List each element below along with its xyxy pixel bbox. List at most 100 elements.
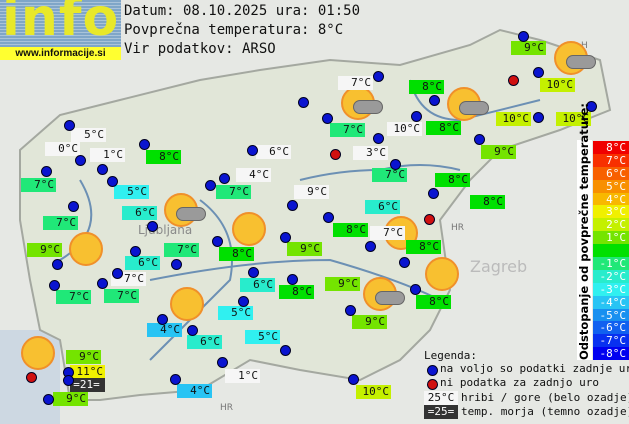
- station-dot-icon[interactable]: [287, 200, 298, 211]
- scale-row: 1°C: [593, 231, 629, 244]
- station-dot-icon[interactable]: [157, 314, 168, 325]
- station-dot-icon[interactable]: [474, 134, 485, 145]
- station-dot-icon[interactable]: [97, 164, 108, 175]
- temperature-label: 9°C: [294, 185, 329, 199]
- sun-icon: [425, 257, 459, 291]
- temperature-label: 8°C: [406, 240, 441, 254]
- scale-row: -3°C: [593, 282, 629, 296]
- site-url-link[interactable]: www.informacije.si: [0, 47, 121, 60]
- legend-title: Legenda:: [424, 349, 477, 362]
- station-dot-icon[interactable]: [212, 236, 223, 247]
- temperature-label: 9°C: [481, 145, 516, 159]
- station-missing-dot-icon[interactable]: [330, 149, 341, 160]
- temperature-label: 5°C: [245, 330, 280, 344]
- station-dot-icon[interactable]: [107, 176, 118, 187]
- station-dot-icon[interactable]: [238, 296, 249, 307]
- croatia-map-label: HR: [220, 403, 233, 413]
- legend-blue-dot-icon: [427, 365, 438, 376]
- temperature-label: 7°C: [164, 243, 199, 257]
- temperature-label: 6°C: [125, 256, 160, 270]
- temperature-label: 8°C: [279, 285, 314, 299]
- station-dot-icon[interactable]: [345, 305, 356, 316]
- scale-row: -2°C: [593, 269, 629, 283]
- temperature-label: 8°C: [470, 195, 505, 209]
- logo[interactable]: info: [0, 0, 121, 48]
- station-dot-icon[interactable]: [298, 97, 309, 108]
- station-dot-icon[interactable]: [49, 280, 60, 291]
- station-dot-icon[interactable]: [399, 257, 410, 268]
- station-dot-icon[interactable]: [323, 212, 334, 223]
- temperature-label: 6°C: [256, 145, 291, 159]
- station-dot-icon[interactable]: [348, 374, 359, 385]
- station-missing-dot-icon[interactable]: [424, 214, 435, 225]
- station-dot-icon[interactable]: [68, 201, 79, 212]
- station-dot-icon[interactable]: [428, 188, 439, 199]
- station-dot-icon[interactable]: [390, 159, 401, 170]
- station-dot-icon[interactable]: [187, 325, 198, 336]
- station-dot-icon[interactable]: [75, 155, 86, 166]
- scale-row: 3°C: [593, 205, 629, 218]
- station-missing-dot-icon[interactable]: [26, 372, 37, 383]
- temperature-label: 5°C: [114, 185, 149, 199]
- station-dot-icon[interactable]: [365, 241, 376, 252]
- station-dot-icon[interactable]: [97, 278, 108, 289]
- station-dot-icon[interactable]: [518, 31, 529, 42]
- legend-mountain-sample: 25°C: [424, 391, 458, 405]
- station-dot-icon[interactable]: [248, 267, 259, 278]
- station-dot-icon[interactable]: [41, 166, 52, 177]
- station-dot-icon[interactable]: [170, 374, 181, 385]
- station-dot-icon[interactable]: [217, 357, 228, 368]
- temperature-label: 4°C: [236, 168, 271, 182]
- scale-row: -5°C: [593, 308, 629, 322]
- station-dot-icon[interactable]: [280, 232, 291, 243]
- station-dot-icon[interactable]: [205, 180, 216, 191]
- sun-icon: [170, 287, 204, 321]
- station-dot-icon[interactable]: [43, 394, 54, 405]
- station-dot-icon[interactable]: [52, 259, 63, 270]
- temperature-label: 9°C: [352, 315, 387, 329]
- data-source: Vir podatkov: ARSO: [124, 41, 276, 57]
- scale-row: 5°C: [593, 179, 629, 193]
- station-dot-icon[interactable]: [322, 113, 333, 124]
- station-dot-icon[interactable]: [130, 246, 141, 257]
- station-dot-icon[interactable]: [410, 284, 421, 295]
- temperature-label: 6°C: [122, 206, 157, 220]
- station-dot-icon[interactable]: [63, 375, 74, 386]
- sun-icon: [69, 232, 103, 266]
- station-dot-icon[interactable]: [287, 274, 298, 285]
- deviation-scale: 8°C 7°C 6°C 5°C 4°C 3°C 2°C 1°C -1°C -2°C -3°C -4°C…: [593, 141, 629, 360]
- station-dot-icon[interactable]: [247, 145, 258, 156]
- station-dot-icon[interactable]: [373, 71, 384, 82]
- station-dot-icon[interactable]: [586, 101, 597, 112]
- zagreb-map-label: Zagreb: [470, 257, 527, 276]
- station-dot-icon[interactable]: [139, 139, 150, 150]
- temperature-label: 0°C: [45, 142, 80, 156]
- temperature-label: 8°C: [416, 295, 451, 309]
- station-dot-icon[interactable]: [533, 112, 544, 123]
- temperature-label: =21=: [70, 378, 105, 392]
- temperature-label: 9°C: [53, 392, 88, 406]
- station-dot-icon[interactable]: [411, 111, 422, 122]
- station-dot-icon[interactable]: [219, 173, 230, 184]
- station-missing-dot-icon[interactable]: [508, 75, 519, 86]
- legend-mountain: hribi / gore (belo ozadje): [461, 391, 629, 404]
- temperature-label: 10°C: [387, 122, 422, 136]
- station-dot-icon[interactable]: [64, 120, 75, 131]
- station-dot-icon[interactable]: [533, 67, 544, 78]
- station-dot-icon[interactable]: [373, 133, 384, 144]
- temperature-label: 6°C: [240, 278, 275, 292]
- station-dot-icon[interactable]: [112, 268, 123, 279]
- station-dot-icon[interactable]: [171, 259, 182, 270]
- temperature-label: 7°C: [372, 168, 407, 182]
- legend-red-dot-icon: [427, 379, 438, 390]
- temperature-label: 5°C: [71, 128, 106, 142]
- station-dot-icon[interactable]: [280, 345, 291, 356]
- temperature-label: 9°C: [325, 277, 360, 291]
- station-dot-icon[interactable]: [147, 221, 158, 232]
- scale-row: -1°C: [593, 257, 629, 270]
- station-dot-icon[interactable]: [429, 95, 440, 106]
- temperature-label: 8°C: [435, 173, 470, 187]
- cloud-icon: [176, 207, 206, 221]
- logo-text: info: [2, 0, 120, 48]
- temperature-label: 4°C: [147, 323, 182, 337]
